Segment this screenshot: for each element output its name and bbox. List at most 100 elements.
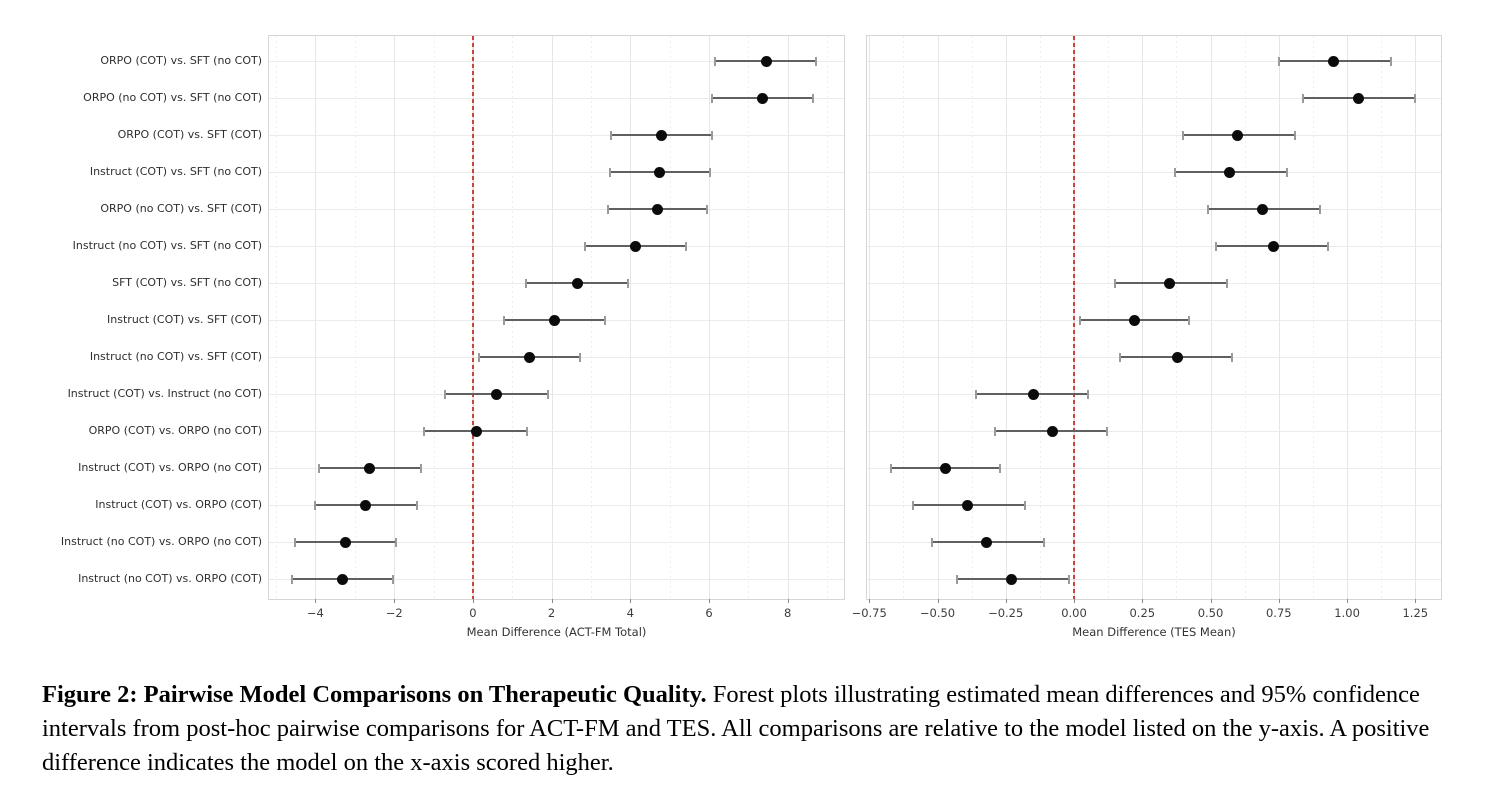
mean-dot [654, 166, 666, 178]
mean-dot [336, 573, 348, 585]
grid-minor-line [1039, 36, 1041, 599]
grid-major-line [315, 36, 317, 599]
grid-minor-line [669, 36, 671, 599]
error-bar-cap-high [1414, 93, 1417, 103]
x-tick-mark [394, 599, 396, 603]
x-tick-mark [787, 599, 789, 603]
zero-reference-line [1073, 36, 1075, 599]
grid-minor-line [1244, 36, 1246, 599]
error-bar-cap-high [1067, 574, 1070, 584]
error-bar-cap-low [293, 537, 296, 547]
grid-major-line [1210, 36, 1212, 599]
error-bar-cap-low [502, 315, 505, 325]
x-tick-label: −0.75 [851, 606, 887, 620]
x-tick-label: 6 [705, 606, 713, 620]
y-category-label: Instruct (COT) vs. SFT (no COT) [89, 164, 262, 178]
error-bar-cap-high [815, 56, 818, 66]
y-category-label: SFT (COT) vs. SFT (no COT) [112, 275, 262, 289]
x-tick-label: 1.25 [1402, 606, 1429, 620]
grid-minor-line [1312, 36, 1314, 599]
error-bar-cap-high [419, 463, 422, 473]
grid-row-line [867, 468, 1441, 470]
grid-row-line [269, 246, 844, 248]
error-bar-cap-high [999, 463, 1002, 473]
x-tick-mark [1278, 599, 1280, 603]
grid-major-line [787, 36, 789, 599]
error-bar-cap-low [1182, 130, 1185, 140]
x-axis-title-actfm: Mean Difference (ACT-FM Total) [466, 625, 647, 639]
error-bar-cap-high [1318, 204, 1321, 214]
grid-row-line [867, 172, 1441, 174]
grid-major-line [709, 36, 710, 599]
x-tick-label: 0.75 [1265, 606, 1292, 620]
mean-dot [1046, 425, 1058, 437]
mean-dot [1005, 573, 1017, 585]
grid-major-line [1278, 36, 1280, 599]
error-bar-cap-high [1286, 167, 1288, 177]
figure-caption: Figure 2: Pairwise Model Comparisons on … [42, 678, 1462, 780]
y-category-label: Instruct (COT) vs. SFT (COT) [107, 312, 262, 326]
y-category-label: Instruct (COT) vs. ORPO (no COT) [78, 460, 262, 474]
y-category-label: ORPO (COT) vs. SFT (no COT) [100, 53, 262, 67]
error-bar-cap-low [314, 500, 317, 510]
mean-dot [1224, 166, 1236, 178]
grid-row-line [867, 431, 1441, 433]
grid-major-line [869, 36, 871, 599]
error-bar-cap-high [1294, 130, 1297, 140]
x-tick-mark [315, 599, 317, 603]
error-bar-cap-low [1302, 93, 1305, 103]
x-tick-mark [1210, 599, 1212, 603]
x-tick-mark [869, 599, 871, 603]
error-bar-cap-low [525, 278, 528, 288]
error-bar-cap-high [710, 130, 713, 140]
error-bar-cap-low [1174, 167, 1176, 177]
error-bar-cap-low [608, 167, 611, 177]
grid-row-line [269, 468, 844, 470]
grid-row-line [269, 542, 844, 544]
error-bar-cap-low [1206, 204, 1209, 214]
x-axis-title-tes: Mean Difference (TES Mean) [1072, 625, 1236, 639]
error-bar-cap-low [444, 389, 447, 399]
error-bar-cap-low [710, 93, 713, 103]
error-bar-cap-low [993, 426, 996, 436]
mean-dot [1256, 203, 1268, 215]
grid-major-line [1415, 36, 1417, 599]
mean-dot [572, 277, 584, 289]
mean-dot [760, 55, 772, 67]
x-tick-label: 4 [626, 606, 634, 620]
mean-dot [962, 499, 973, 511]
x-tick-mark [1005, 599, 1007, 603]
mean-dot [1232, 129, 1244, 141]
mean-dot [1327, 55, 1339, 67]
grid-minor-line [590, 36, 592, 599]
grid-major-line [394, 36, 396, 599]
grid-row-line [867, 135, 1441, 137]
x-tick-mark [937, 599, 939, 603]
mean-dot [360, 499, 372, 511]
mean-dot [470, 425, 482, 437]
caption-body: Forest plots illustrating estimated mean… [42, 680, 1430, 776]
error-bar-cap-high [812, 93, 815, 103]
mean-dot [940, 462, 952, 474]
x-tick-label: −4 [306, 606, 324, 620]
grid-row-line [269, 431, 844, 433]
y-category-label: ORPO (COT) vs. SFT (COT) [117, 127, 262, 141]
error-bar-cap-high [709, 167, 712, 177]
grid-row-line [867, 394, 1441, 396]
mean-dot [491, 388, 502, 400]
mean-dot [339, 536, 351, 548]
error-bar-cap-high [1231, 352, 1234, 362]
y-category-label: Instruct (no COT) vs. ORPO (no COT) [60, 534, 262, 548]
mean-dot [630, 240, 642, 252]
error-bar-cap-low [890, 463, 892, 473]
forest-plot-actfm: −4 −2 0 2 4 6 8 Mean Difference (ACT-FM Total) [268, 35, 845, 639]
x-tick-mark [1415, 599, 1417, 603]
grid-minor-line [1381, 36, 1383, 599]
mean-dot [1027, 388, 1039, 400]
mean-dot [1128, 314, 1140, 326]
grid-minor-line [276, 36, 278, 599]
grid-row-line [269, 579, 844, 581]
error-bar-cap-high [525, 426, 528, 436]
error-bar-cap-low [318, 463, 321, 473]
mean-dot [655, 129, 667, 141]
